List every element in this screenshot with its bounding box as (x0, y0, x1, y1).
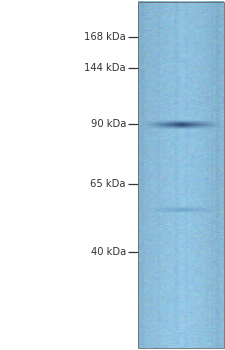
Text: 144 kDa: 144 kDa (84, 63, 126, 73)
Bar (138, 2, 224, 348)
Text: 168 kDa: 168 kDa (84, 32, 126, 42)
Text: 65 kDa: 65 kDa (90, 179, 126, 189)
Text: 40 kDa: 40 kDa (91, 247, 126, 257)
Text: 90 kDa: 90 kDa (91, 119, 126, 129)
